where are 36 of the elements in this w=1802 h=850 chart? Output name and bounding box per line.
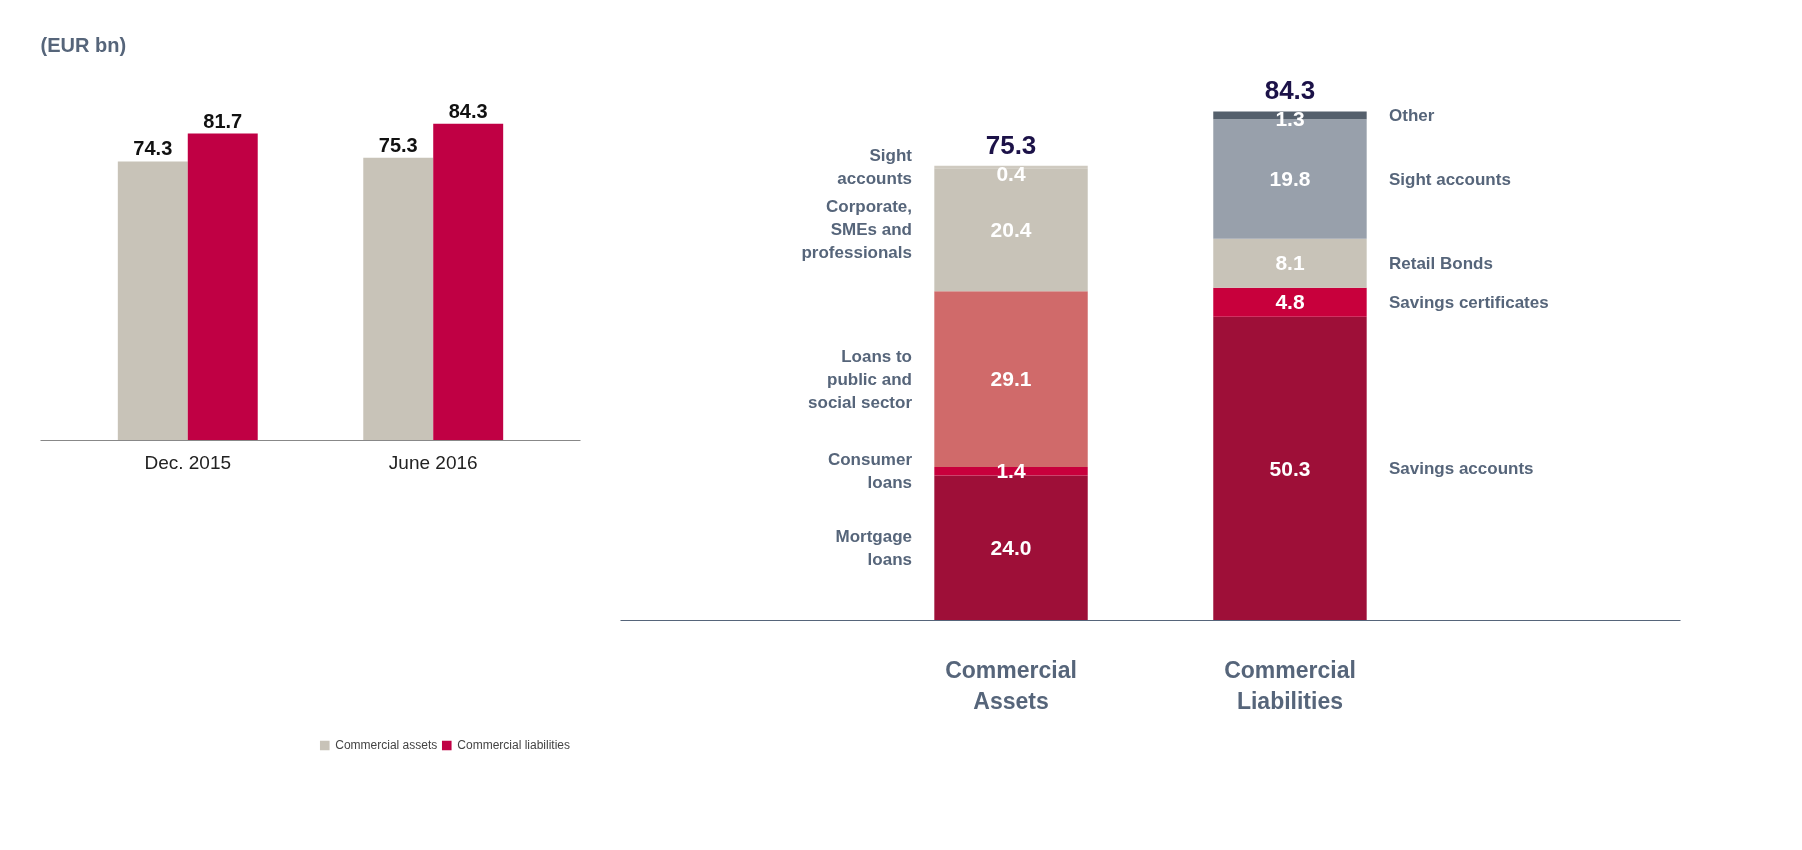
total-label: 75.3 bbox=[985, 129, 1037, 160]
series-label: Loans to public and social sector bbox=[808, 346, 913, 412]
series-label: Sight accounts bbox=[837, 145, 913, 188]
data-label: 50.3 bbox=[1269, 456, 1311, 480]
bar bbox=[187, 133, 258, 441]
series-label: Consumer loans bbox=[827, 450, 913, 493]
x-tick-label: Dec. 2015 bbox=[144, 451, 232, 473]
data-label: 84.3 bbox=[448, 99, 488, 122]
total-label: 84.3 bbox=[1264, 75, 1316, 106]
data-label: 74.3 bbox=[133, 137, 173, 160]
series-label: Savings certificates bbox=[1389, 292, 1549, 312]
x-tick-label: June 2016 bbox=[388, 451, 478, 473]
series-label: Other bbox=[1389, 105, 1435, 125]
series-label: Mortgage loans bbox=[835, 527, 913, 569]
data-label: 4.8 bbox=[1275, 290, 1305, 314]
series-label: Savings accounts bbox=[1389, 459, 1534, 479]
legend-label: Commercial assets bbox=[335, 738, 438, 752]
legend-label: Commercial liabilities bbox=[457, 738, 570, 752]
x-tick-label: Commercial Liabilities bbox=[1224, 656, 1356, 714]
series-label: Sight accounts bbox=[1389, 169, 1511, 189]
data-label: 75.3 bbox=[378, 133, 418, 156]
data-label: 19.8 bbox=[1269, 167, 1311, 191]
series-label: Corporate, SMEs and professionals bbox=[801, 197, 913, 263]
x-tick-label: Commercial Assets bbox=[945, 656, 1077, 714]
data-label: 24.0 bbox=[990, 536, 1032, 560]
bar bbox=[363, 157, 434, 441]
data-label: 20.4 bbox=[990, 217, 1032, 241]
chart-title: (EUR bn) bbox=[40, 33, 127, 56]
data-label: 29.1 bbox=[990, 367, 1032, 391]
series-label: Retail Bonds bbox=[1389, 253, 1493, 273]
bar bbox=[433, 123, 504, 441]
data-label: 0.4 bbox=[996, 161, 1026, 185]
data-label: 1.4 bbox=[996, 459, 1026, 483]
data-label: 8.1 bbox=[1275, 251, 1305, 275]
data-label: 81.7 bbox=[203, 109, 243, 132]
bar bbox=[117, 161, 188, 441]
